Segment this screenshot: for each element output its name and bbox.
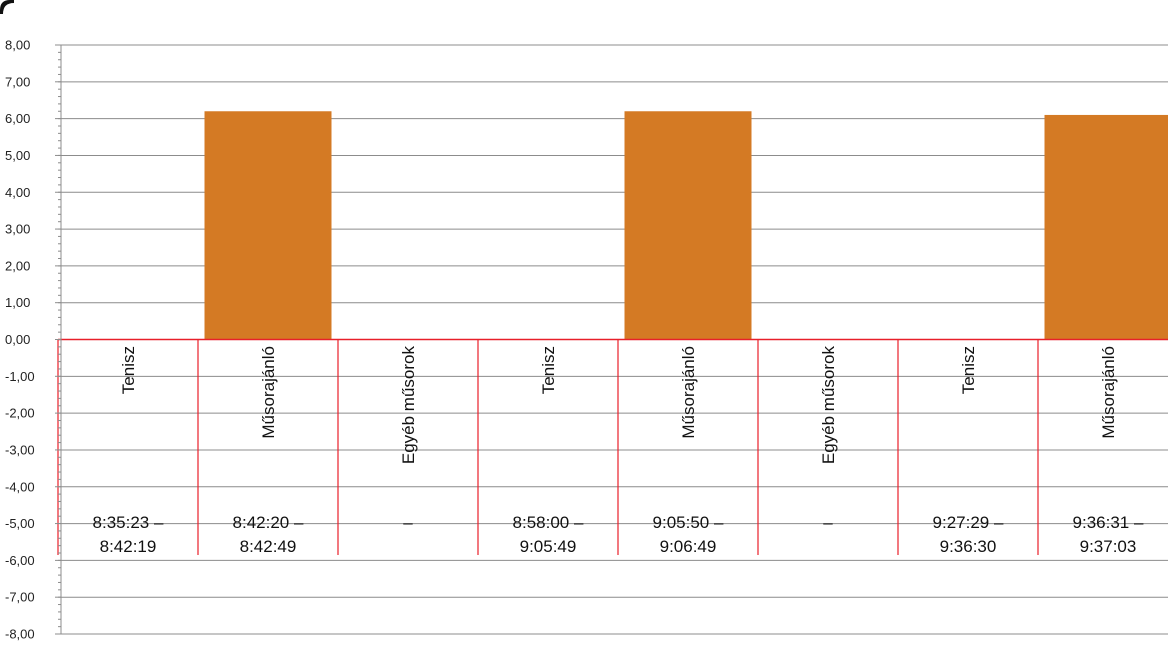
y-tick-label: 0,00 [5, 332, 30, 347]
y-tick-label: -7,00 [5, 590, 35, 605]
time-range-start: 8:58:00 – [513, 513, 584, 532]
time-range-start: 9:05:50 – [653, 513, 724, 532]
time-range-start: 8:42:20 – [233, 513, 304, 532]
time-range-end: 9:36:30 [940, 537, 997, 556]
corner-accent [0, 0, 14, 14]
y-tick-label: 4,00 [5, 185, 30, 200]
category-label: Műsorajánló [259, 346, 278, 439]
category-label: Egyéb műsorok [819, 346, 838, 465]
y-tick-label: 1,00 [5, 295, 30, 310]
y-tick-label: -4,00 [5, 479, 35, 494]
y-tick-label: 7,00 [5, 74, 30, 89]
y-tick-label: -2,00 [5, 406, 35, 421]
category-label: Műsorajánló [1099, 346, 1118, 439]
time-range-end: 8:42:49 [240, 537, 297, 556]
category-labels: Tenisz 8:35:23 – 8:42:19 Műsorajánló 8:42:20… [93, 346, 1144, 556]
category-label: Tenisz [959, 346, 978, 394]
y-tick-label: 6,00 [5, 111, 30, 126]
time-range-start: – [403, 513, 413, 532]
category-label: Műsorajánló [679, 346, 698, 439]
y-tick-label: -5,00 [5, 516, 35, 531]
bar [624, 111, 752, 340]
y-tick-label: -8,00 [5, 627, 35, 642]
y-tick-label: 2,00 [5, 258, 30, 273]
y-tick-label: -6,00 [5, 553, 35, 568]
category-label: Tenisz [119, 346, 138, 394]
category-label: Tenisz [539, 346, 558, 394]
time-range-end: 9:37:03 [1080, 537, 1137, 556]
time-range-start: 9:27:29 – [933, 513, 1004, 532]
time-range-start: 9:36:31 – [1073, 513, 1144, 532]
time-range-end: 9:05:49 [520, 537, 577, 556]
y-tick-label: -1,00 [5, 369, 35, 384]
y-tick-label: 8,00 [5, 38, 30, 53]
y-tick-label: 3,00 [5, 222, 30, 237]
category-label: Egyéb műsorok [399, 346, 418, 465]
y-tick-label: 5,00 [5, 148, 30, 163]
bars [204, 111, 1168, 340]
category-separators [57, 338, 1168, 555]
y-axis: 8,00 7,00 6,00 5,00 4,00 3,00 2,00 1,00 0,00 -1,0… [0, 0, 62, 642]
y-tick-label: -3,00 [5, 442, 35, 457]
time-range-end: 8:42:19 [100, 537, 157, 556]
time-range-end: 9:06:49 [660, 537, 717, 556]
bar [204, 111, 332, 340]
time-range-start: 8:35:23 – [93, 513, 164, 532]
bar [1044, 114, 1168, 340]
time-range-start: – [823, 513, 833, 532]
